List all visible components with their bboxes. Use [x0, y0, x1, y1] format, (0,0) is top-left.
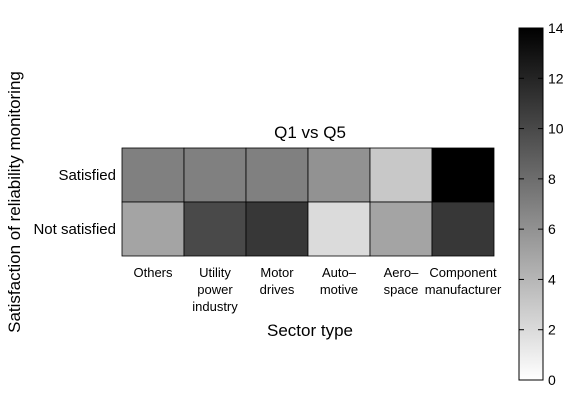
heatmap-cell [183, 201, 247, 257]
colorbar-tick-label: 10 [548, 121, 564, 137]
column-label: Others [133, 265, 173, 280]
column-label: Aero– space [384, 265, 419, 297]
colorbar-tick-label: 0 [548, 372, 556, 388]
heatmap-cell [245, 201, 309, 257]
colorbar: 0 2 4 6 8 10 12 14 [518, 20, 564, 388]
column-label: Motor drives [260, 265, 295, 297]
column-label-line: Motor [260, 265, 294, 280]
row-labels: Satisfied Not satisfied [33, 167, 116, 238]
heatmap-cell [245, 147, 309, 203]
column-label: Auto– motive [320, 265, 358, 297]
heatmap-cell [431, 201, 495, 257]
colorbar-tick-label: 4 [548, 271, 556, 287]
chart-title: Q1 vs Q5 [274, 123, 346, 142]
heatmap-cell [121, 201, 185, 257]
colorbar-tick-label: 8 [548, 171, 556, 187]
row-label: Not satisfied [33, 221, 116, 238]
colorbar-tick-label: 2 [548, 322, 556, 338]
column-labels: Others Utility power industry Motor drives Aut… [133, 265, 501, 314]
colorbar-tick-label: 12 [548, 70, 564, 86]
column-label-line: Auto– [322, 265, 357, 280]
heatmap-cell [121, 147, 185, 203]
heatmap-cell [307, 201, 371, 257]
column-label-line: industry [192, 299, 238, 314]
column-label-line: manufacturer [425, 282, 502, 297]
column-label-line: Aero– [384, 265, 419, 280]
heatmap-cell [369, 147, 433, 203]
row-label: Satisfied [58, 167, 116, 184]
column-label-line: drives [260, 282, 295, 297]
x-axis-label: Sector type [267, 321, 353, 340]
column-label-line: motive [320, 282, 358, 297]
column-label-line: space [384, 282, 419, 297]
column-label-line: Utility [199, 265, 231, 280]
colorbar-gradient [518, 27, 544, 381]
column-label-line: Component [429, 265, 497, 280]
y-axis-label: Satisfaction of reliability monitoring [5, 71, 24, 333]
heatmap-cell [369, 201, 433, 257]
heatmap-cell [307, 147, 371, 203]
colorbar-tick-label: 14 [548, 20, 564, 36]
column-label: Utility power industry [192, 265, 238, 314]
column-label-line: Others [133, 265, 173, 280]
heatmap-cell [183, 147, 247, 203]
heatmap-cells [121, 147, 495, 257]
column-label-line: power [197, 282, 233, 297]
column-label: Component manufacturer [425, 265, 502, 297]
colorbar-tick-label: 6 [548, 221, 556, 237]
heatmap-cell [431, 147, 495, 203]
